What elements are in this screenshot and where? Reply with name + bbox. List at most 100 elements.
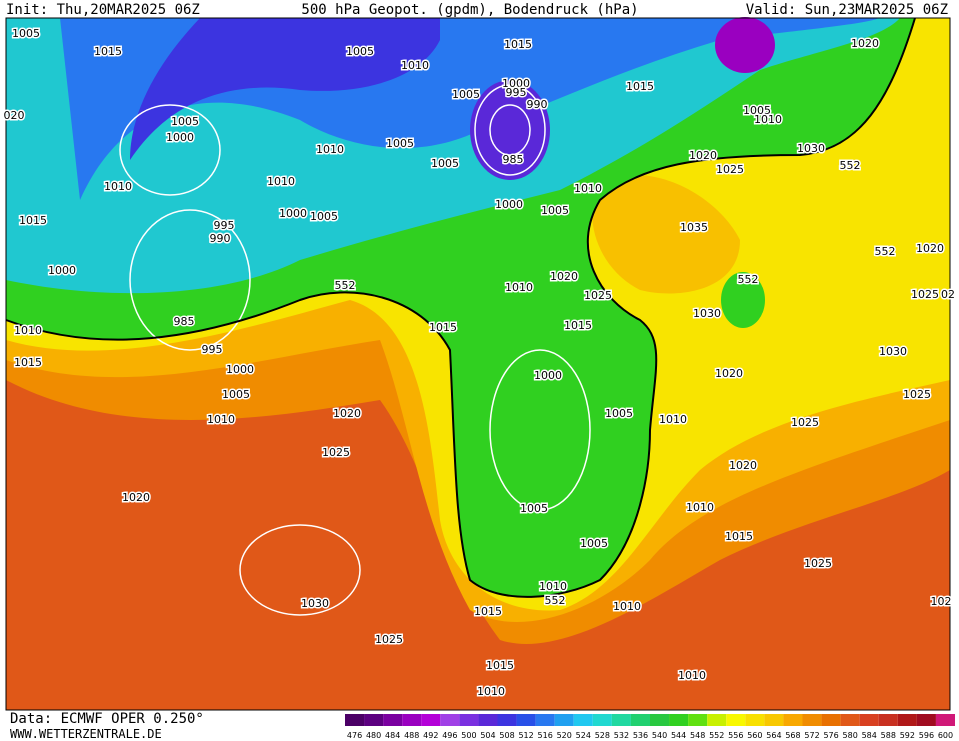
colorbar-label: 508 (499, 731, 514, 740)
isobar-label: 990 (210, 232, 231, 245)
isobar (129, 209, 251, 351)
isobar-label: 1005 (346, 45, 374, 58)
colorbar-swatch (440, 714, 460, 726)
isobar (489, 104, 531, 156)
colorbar-swatch (726, 714, 746, 726)
website: WWW.WETTERZENTRALE.DE (10, 727, 162, 741)
isobar-label: 995 (214, 219, 235, 232)
isobar-label: 1010 (686, 501, 714, 514)
isobar-label: 1015 (626, 80, 654, 93)
isobar-label: 1005 (386, 137, 414, 150)
colorbar-label: 528 (595, 731, 610, 740)
isobar (474, 84, 546, 176)
field-low-core (470, 80, 550, 180)
colorbar-swatch (516, 714, 536, 726)
isobar-label: 1020 (851, 37, 879, 50)
colorbar-label: 600 (938, 731, 953, 740)
isobar-label: 552 (545, 594, 566, 607)
isobar-label: 1000 (48, 264, 76, 277)
isobar-label: 1010 (401, 59, 429, 72)
colorbar-swatch (402, 714, 422, 726)
field-purple (715, 17, 775, 73)
isobar-label: 985 (174, 315, 195, 328)
isobar-label: 1010 (678, 669, 706, 682)
isobar-label: 1010 (539, 580, 567, 593)
isobar-label: 1015 (725, 530, 753, 543)
isobar-label: 1015 (474, 605, 502, 618)
isobar-label: 1025 (911, 288, 939, 301)
isobar (119, 104, 221, 196)
colorbar-swatch (897, 714, 917, 726)
colorbar-label: 592 (900, 731, 915, 740)
colorbar-swatch (707, 714, 727, 726)
isobar-label: 1005 (605, 407, 633, 420)
colorbar-label: 484 (385, 731, 400, 740)
colorbar-label: 540 (652, 731, 667, 740)
isobar-label: 552 (875, 245, 896, 258)
isobar-label: 1020 (729, 459, 757, 472)
isobar-label: 985 (503, 153, 524, 166)
isobar-label: 1030 (693, 307, 721, 320)
isobar-label: 1030 (879, 345, 907, 358)
isobar-label: 990 (527, 98, 548, 111)
colorbar-label: 568 (785, 731, 800, 740)
colorbar-swatch (688, 714, 708, 726)
isobar-label: 1000 (166, 131, 194, 144)
colorbar-swatch (611, 714, 631, 726)
isobar-label: 1025 (584, 289, 612, 302)
colorbar-swatch (592, 714, 612, 726)
isobar-label: 1030 (301, 597, 329, 610)
colorbar-swatch (878, 714, 898, 726)
colorbar-swatch (421, 714, 441, 726)
colorbar-label: 480 (366, 731, 381, 740)
isobar-label: 1020 (689, 149, 717, 162)
colorbar-swatch (783, 714, 803, 726)
isobar-label: 02 (941, 288, 955, 301)
colorbar-label: 488 (404, 731, 419, 740)
isobar-label: 1015 (94, 45, 122, 58)
colorbar-label: 504 (480, 731, 495, 740)
isobar-label: 1005 (222, 388, 250, 401)
colorbar-label: 512 (518, 731, 533, 740)
isobar-label: 1005 (12, 27, 40, 40)
colorbar-label: 492 (423, 731, 438, 740)
isobars (119, 84, 591, 616)
isobar-label: 1000 (495, 198, 523, 211)
isobar-label: 1010 (659, 413, 687, 426)
colorbar-swatch (916, 714, 936, 726)
isobar-label: 1010 (574, 182, 602, 195)
colorbar-swatch (802, 714, 822, 726)
isobar-label: 1020 (715, 367, 743, 380)
isobar-label: 1020 (550, 270, 578, 283)
isobar-label: 1010 (267, 175, 295, 188)
colorbar-label: 524 (576, 731, 591, 740)
isobar-label: 1020 (333, 407, 361, 420)
valid-time: Valid: Sun,23MAR2025 06Z (746, 2, 948, 18)
isobar-label: 552 (840, 159, 861, 172)
colorbar-swatch (364, 714, 384, 726)
colorbar-label: 576 (823, 731, 838, 740)
colorbar-swatch (821, 714, 841, 726)
isobar-label: 1005 (541, 204, 569, 217)
isobar-label: 1025 (716, 163, 744, 176)
data-source: Data: ECMWF OPER 0.250° (10, 711, 204, 727)
isobar-label: 1030 (797, 142, 825, 155)
colorbar-label: 536 (633, 731, 648, 740)
isobar-label: 1015 (486, 659, 514, 672)
isobar-label: 1025 (375, 633, 403, 646)
colorbar-swatch (459, 714, 479, 726)
colorbar-swatch (764, 714, 784, 726)
colorbar-label: 572 (804, 731, 819, 740)
isobar-label: 1000 (279, 207, 307, 220)
isobar (489, 349, 591, 511)
isobar-label: 1000 (226, 363, 254, 376)
isobar-label: 1010 (754, 113, 782, 126)
isobar-label: 1015 (504, 38, 532, 51)
isobar-label: 1015 (429, 321, 457, 334)
colorbar-swatch (535, 714, 555, 726)
colorbar-swatch (859, 714, 879, 726)
isobar-label: 995 (202, 343, 223, 356)
isobar-label: 020 (4, 109, 25, 122)
isobar-label: 1015 (564, 319, 592, 332)
isobar-label: 1005 (171, 115, 199, 128)
